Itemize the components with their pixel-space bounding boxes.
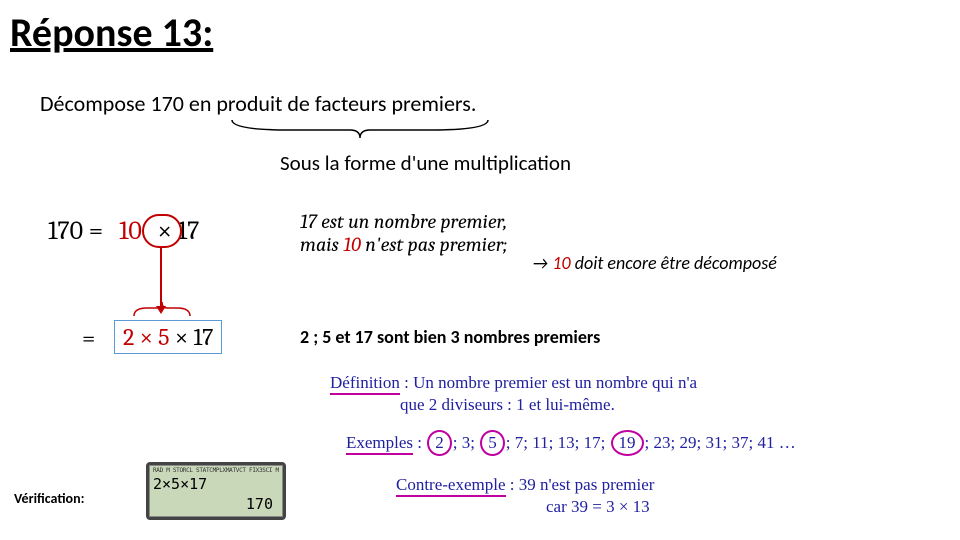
decompose-ten: 10 [552, 252, 570, 274]
eq2-x17: × 17 [175, 323, 214, 351]
prime-example: 13 [558, 433, 575, 452]
eq1-lhs: 170 = [48, 216, 103, 246]
decompose-note: → 10 doit encore être décomposé [532, 252, 777, 274]
eq2-2x5: 2 × 5 [123, 323, 170, 351]
equation-line-2-box: 2 × 5 × 17 [114, 320, 222, 354]
hw-counterexample: Contre-exemple : 39 n'est pas premier ca… [396, 474, 654, 518]
prime-example: 3 [462, 433, 471, 452]
comment-prime-17: 17 est un nombre premier, mais 10 n'est … [300, 210, 507, 256]
arrow-right-icon: → [532, 252, 552, 274]
decompose-rest: doit encore être décomposé [575, 252, 777, 274]
hw-ce-text: : 39 n'est pas premier [510, 475, 655, 494]
page-title: Réponse 13: [10, 8, 213, 57]
prime-example: 23 [654, 433, 671, 452]
hw-ex-nums: 2; 3; 5; 7; 11; 13; 17; 19; 23; 29; 31; … [426, 433, 795, 452]
verification-label: Vérification: [14, 490, 84, 507]
hw-ce-text2: car 39 = 3 × 13 [546, 497, 650, 516]
calc-input: 2×5×17 [153, 475, 279, 493]
prime-example: 17 [584, 433, 601, 452]
brace-produit-icon [230, 118, 490, 142]
hw-def-label: Définition [330, 373, 400, 395]
hw-examples: Exemples : 2; 3; 5; 7; 11; 13; 17; 19; 2… [346, 430, 796, 456]
calc-header: RAD M STORCL STATCMPLXMATVCT FIX3SCI Mat… [153, 467, 279, 474]
prime-example: 2 [427, 430, 452, 456]
prime-example: 11 [532, 433, 548, 452]
hint-multiplication: Sous la forme d'une multiplication [280, 150, 571, 176]
eq2-equals: = [82, 324, 95, 352]
primes-confirmation: 2 ; 5 et 17 sont bien 3 nombres premiers [300, 326, 600, 348]
comment1c: n'est pas premier; [365, 233, 507, 256]
prime-example: 5 [480, 430, 505, 456]
prime-example: 37 [731, 433, 748, 452]
problem-statement: Décompose 170 en produit de facteurs pre… [40, 90, 476, 117]
comment1a: 17 est un nombre premier, [300, 210, 507, 233]
circle-ten-icon [142, 214, 182, 248]
arrow-down-icon [160, 248, 162, 308]
hw-ex-label: Exemples [346, 433, 413, 455]
prime-example: 7 [515, 433, 524, 452]
eq1-ten: 10 [119, 216, 142, 246]
hw-ce-label: Contre-exemple [396, 475, 506, 497]
prime-example: 41 [757, 433, 774, 452]
hw-definition: Définition : Un nombre premier est un no… [330, 372, 697, 416]
comment1-ten: 10 [343, 233, 361, 256]
hw-ex-sep: : [413, 433, 426, 452]
calc-result: 170 [153, 495, 279, 513]
calculator-screen: RAD M STORCL STATCMPLXMATVCT FIX3SCI Mat… [146, 462, 286, 520]
comment1b: mais [300, 233, 343, 256]
hw-def-text: : Un nombre premier est un nombre qui n'… [404, 373, 697, 392]
brace-2x5-icon [132, 300, 192, 318]
hw-def-text2: que 2 diviseurs : 1 et lui-même. [400, 395, 615, 414]
prime-example: 19 [611, 430, 644, 456]
prime-example: 31 [706, 433, 723, 452]
prime-example: 29 [680, 433, 697, 452]
